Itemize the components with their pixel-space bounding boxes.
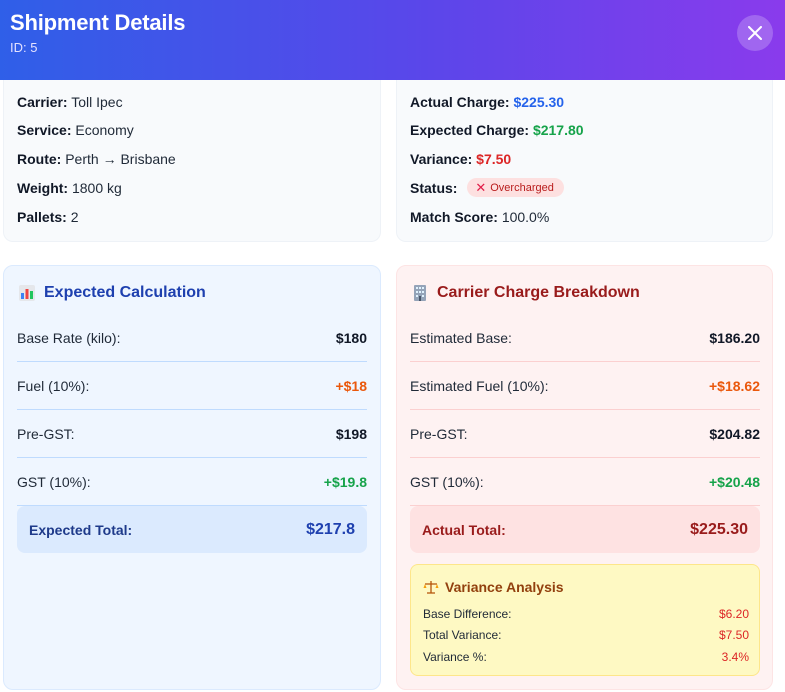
row-value: +$18.62: [709, 377, 760, 394]
weight-label: Weight:: [17, 180, 69, 196]
row-value: $198: [335, 425, 367, 442]
match-score-label: Match Score:: [410, 209, 498, 225]
carrier-label: Carrier:: [17, 94, 68, 110]
calc-row-gst: GST (10%): +$19.8: [17, 458, 367, 506]
office-building-icon: [414, 285, 426, 301]
route-row: Route: Perth → Brisbane: [17, 151, 176, 167]
bar-chart-icon: [19, 285, 35, 301]
row-value: $186.20: [709, 329, 760, 346]
row-value: +$20.48: [709, 473, 760, 490]
weight-row: Weight: 1800 kg: [17, 180, 122, 196]
match-score-value: 100.0%: [501, 209, 550, 225]
row-label: Variance %:: [423, 650, 487, 664]
variance-analysis-title: Variance Analysis: [445, 579, 564, 595]
variance-value: $7.50: [476, 151, 512, 167]
expected-total-label: Expected Total:: [29, 521, 133, 538]
status-text: Overcharged: [490, 181, 554, 194]
row-value: +$19.8: [323, 473, 367, 490]
actual-charge-label: Actual Charge:: [410, 94, 510, 110]
variance-analysis-heading: Variance Analysis: [423, 579, 564, 595]
variance-row-percent: Variance %: 3.4%: [423, 650, 749, 664]
modal-header: Shipment Details ID: 5: [0, 0, 785, 80]
variance-analysis-box: Variance Analysis Base Difference: $6.20…: [410, 564, 760, 676]
route-label: Route:: [17, 151, 62, 167]
breakdown-row-base: Estimated Base: $186.20: [410, 314, 760, 362]
charges-info-card: Actual Charge: $225.30 Expected Charge: …: [396, 80, 773, 242]
status-badge: ✕ Overcharged: [467, 178, 564, 197]
close-button[interactable]: [737, 15, 773, 51]
shipment-id: ID: 5: [10, 40, 38, 55]
row-label: Pre-GST:: [410, 425, 468, 442]
row-label: Estimated Base:: [410, 329, 512, 346]
breakdown-row-pre-gst: Pre-GST: $204.82: [410, 410, 760, 458]
row-label: Base Rate (kilo):: [17, 329, 121, 346]
row-label: Fuel (10%):: [17, 377, 90, 394]
service-row: Service: Economy: [17, 122, 134, 138]
expected-calculation-heading: Expected Calculation: [18, 284, 206, 302]
row-value: $204.82: [709, 425, 760, 442]
actual-charge-row: Actual Charge: $225.30: [410, 94, 564, 110]
row-value: 3.4%: [721, 650, 749, 664]
carrier-breakdown-title: Carrier Charge Breakdown: [437, 284, 640, 301]
breakdown-row-gst: GST (10%): +$20.48: [410, 458, 760, 506]
modal-title: Shipment Details: [10, 10, 186, 35]
expected-total: Expected Total: $217.8: [17, 506, 367, 553]
variance-label: Variance:: [410, 151, 473, 167]
close-icon: [748, 26, 762, 40]
balance-scale-icon: [423, 581, 439, 594]
pallets-value: 2: [70, 209, 79, 225]
actual-total-value: $225.30: [690, 520, 748, 538]
pallets-label: Pallets:: [17, 209, 67, 225]
pallets-row: Pallets: 2: [17, 209, 79, 225]
route-value: Perth → Brisbane: [65, 151, 176, 167]
row-label: Pre-GST:: [17, 425, 75, 442]
row-label: Total Variance:: [423, 628, 502, 642]
expected-charge-label: Expected Charge:: [410, 122, 530, 138]
expected-calculation-panel: Expected Calculation Base Rate (kilo): $…: [3, 265, 381, 690]
weight-value: 1800 kg: [71, 180, 122, 196]
x-icon: ✕: [475, 180, 487, 195]
actual-total: Actual Total: $225.30: [410, 506, 760, 553]
expected-total-value: $217.8: [306, 520, 355, 538]
status-row: Status: ✕ Overcharged: [410, 178, 564, 197]
actual-total-label: Actual Total:: [422, 521, 506, 538]
carrier-breakdown-panel: Carrier Charge Breakdown Estimated Base:…: [396, 265, 773, 690]
status-label: Status:: [410, 180, 458, 196]
row-value: $6.20: [718, 607, 749, 621]
variance-row-total-variance: Total Variance: $7.50: [423, 628, 749, 642]
carrier-breakdown-heading: Carrier Charge Breakdown: [411, 284, 640, 302]
carrier-row: Carrier: Toll Ipec: [17, 94, 123, 110]
row-label: GST (10%):: [410, 473, 484, 490]
calc-row-pre-gst: Pre-GST: $198: [17, 410, 367, 458]
shipment-info-card: Carrier: Toll Ipec Service: Economy Rout…: [3, 80, 381, 242]
breakdown-row-fuel: Estimated Fuel (10%): +$18.62: [410, 362, 760, 410]
service-value: Economy: [75, 122, 134, 138]
row-value: $180: [335, 329, 367, 346]
match-score-row: Match Score: 100.0%: [410, 209, 549, 225]
service-label: Service:: [17, 122, 72, 138]
row-value: +$18: [335, 377, 367, 394]
actual-charge-value: $225.30: [513, 94, 565, 110]
variance-row-base-difference: Base Difference: $6.20: [423, 607, 749, 621]
expected-calculation-title: Expected Calculation: [44, 284, 206, 301]
row-label: GST (10%):: [17, 473, 91, 490]
row-value: $7.50: [718, 628, 749, 642]
variance-row: Variance: $7.50: [410, 151, 511, 167]
row-label: Base Difference:: [423, 607, 512, 621]
expected-charge-row: Expected Charge: $217.80: [410, 122, 584, 138]
expected-charge-value: $217.80: [532, 122, 584, 138]
calc-row-fuel: Fuel (10%): +$18: [17, 362, 367, 410]
carrier-value: Toll Ipec: [71, 94, 123, 110]
calc-row-base-rate: Base Rate (kilo): $180: [17, 314, 367, 362]
row-label: Estimated Fuel (10%):: [410, 377, 549, 394]
